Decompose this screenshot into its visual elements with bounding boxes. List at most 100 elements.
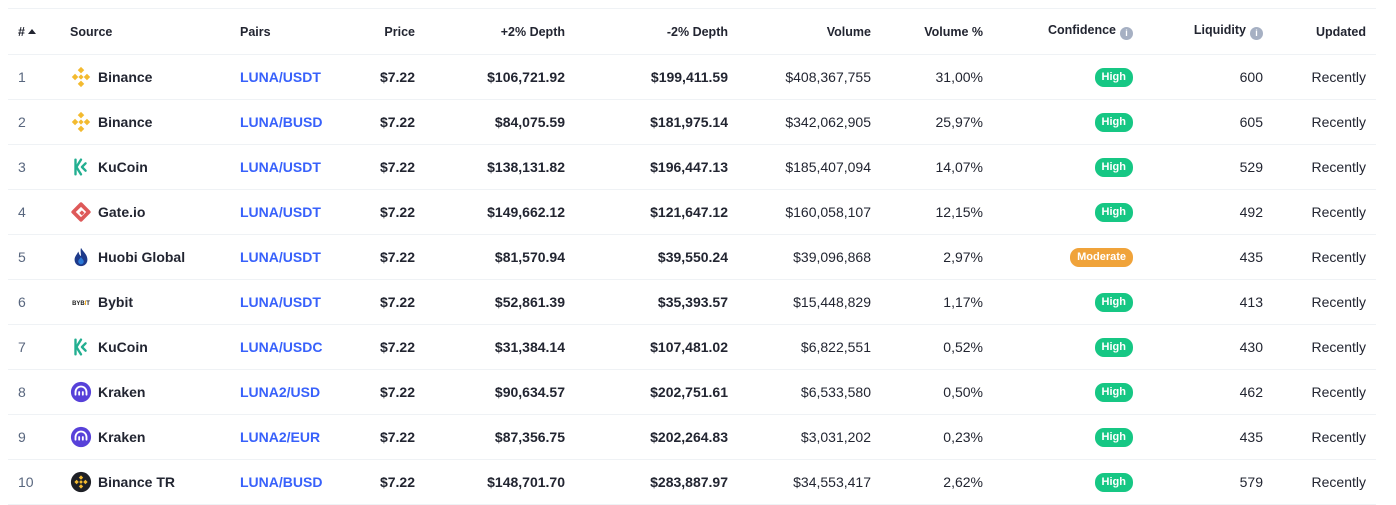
confidence-badge[interactable]: Moderate — [1070, 248, 1133, 267]
header-volume[interactable]: Volume — [738, 8, 881, 55]
source-cell[interactable]: Binance TR — [60, 459, 230, 505]
depth-minus-cell: $199,411.59 — [575, 54, 738, 100]
pair-link[interactable]: LUNA/USDT — [240, 159, 321, 175]
bybit-logo-icon: BYBIT — [70, 291, 92, 313]
source-cell[interactable]: KuCoin — [60, 324, 230, 370]
header-source[interactable]: Source — [60, 8, 230, 55]
huobi-logo-icon — [70, 246, 92, 268]
source-name[interactable]: Binance TR — [98, 474, 176, 490]
info-icon[interactable]: i — [1250, 27, 1263, 40]
confidence-badge[interactable]: High — [1094, 428, 1133, 447]
source-name[interactable]: Kraken — [98, 384, 146, 400]
confidence-badge[interactable]: High — [1094, 473, 1133, 492]
pair-link[interactable]: LUNA/USDT — [240, 69, 321, 85]
pair-link[interactable]: LUNA/USDC — [240, 339, 323, 355]
confidence-badge[interactable]: High — [1094, 383, 1133, 402]
pair-cell[interactable]: LUNA/USDT — [230, 279, 340, 325]
header-confidence[interactable]: Confidence i — [993, 8, 1143, 55]
source-cell[interactable]: BYBIT Bybit — [60, 279, 230, 325]
rank-cell: 3 — [8, 144, 60, 190]
table-row[interactable]: 7 KuCoin LUNA/USDC $7.22 $31,384.14 $107,481.… — [8, 324, 1376, 370]
pair-cell[interactable]: LUNA/BUSD — [230, 459, 340, 505]
depth-plus-cell: $84,075.59 — [425, 99, 575, 145]
table-row[interactable]: 4 Gate.io LUNA/USDT $7.22 $149,662.12 $121,64… — [8, 189, 1376, 235]
pair-cell[interactable]: LUNA/USDT — [230, 189, 340, 235]
confidence-cell: High — [993, 54, 1143, 100]
header-depth-minus[interactable]: -2% Depth — [575, 8, 738, 55]
confidence-badge[interactable]: High — [1094, 158, 1133, 177]
header-updated[interactable]: Updated — [1273, 8, 1376, 55]
volume-cell: $3,031,202 — [738, 414, 881, 460]
volume-pct-cell: 31,00% — [881, 54, 993, 100]
source-cell[interactable]: Binance — [60, 99, 230, 145]
header-liquidity[interactable]: Liquidity i — [1143, 8, 1273, 55]
source-cell[interactable]: KuCoin — [60, 144, 230, 190]
rank-cell: 9 — [8, 414, 60, 460]
source-name[interactable]: Gate.io — [98, 204, 146, 220]
depth-plus-cell: $149,662.12 — [425, 189, 575, 235]
source-name[interactable]: Bybit — [98, 294, 133, 310]
volume-cell: $6,533,580 — [738, 369, 881, 415]
source-name[interactable]: Binance — [98, 69, 153, 85]
volume-cell: $34,553,417 — [738, 459, 881, 505]
table-row[interactable]: 3 KuCoin LUNA/USDT $7.22 $138,131.82 $196,447… — [8, 144, 1376, 190]
pair-cell[interactable]: LUNA/BUSD — [230, 99, 340, 145]
price-cell: $7.22 — [340, 459, 425, 505]
price-cell: $7.22 — [340, 234, 425, 280]
source-cell[interactable]: Gate.io — [60, 189, 230, 235]
header-price[interactable]: Price — [340, 8, 425, 55]
price-cell: $7.22 — [340, 189, 425, 235]
source-cell[interactable]: Kraken — [60, 369, 230, 415]
header-rank[interactable]: # — [8, 8, 60, 55]
source-name[interactable]: KuCoin — [98, 339, 148, 355]
updated-cell: Recently — [1273, 279, 1376, 325]
table-row[interactable]: 9 Kraken LUNA2/EUR $7.22 $87,356.75 $202,264.… — [8, 414, 1376, 460]
confidence-badge[interactable]: High — [1094, 68, 1133, 87]
pair-cell[interactable]: LUNA2/USD — [230, 369, 340, 415]
pair-cell[interactable]: LUNA/USDT — [230, 144, 340, 190]
source-cell[interactable]: Kraken — [60, 414, 230, 460]
pair-cell[interactable]: LUNA/USDT — [230, 234, 340, 280]
source-name[interactable]: Binance — [98, 114, 153, 130]
pair-link[interactable]: LUNA/USDT — [240, 294, 321, 310]
pair-link[interactable]: LUNA2/EUR — [240, 429, 321, 445]
pair-link[interactable]: LUNA/USDT — [240, 204, 321, 220]
rank-cell: 6 — [8, 279, 60, 325]
pair-link[interactable]: LUNA/BUSD — [240, 474, 323, 490]
pair-link[interactable]: LUNA2/USD — [240, 384, 321, 400]
confidence-badge[interactable]: High — [1094, 293, 1133, 312]
table-row[interactable]: 5 Huobi Global LUNA/USDT $7.22 $81,570.94 $39… — [8, 234, 1376, 280]
table-row[interactable]: 6 BYBIT Bybit LUNA/USDT $7.22 $52,861.39 $35,3… — [8, 279, 1376, 325]
header-depth-plus[interactable]: +2% Depth — [425, 8, 575, 55]
table-row[interactable]: 2 Binance LUNA/BUSD $7.22 $84,075.59 $181,975… — [8, 99, 1376, 145]
source-name[interactable]: Huobi Global — [98, 249, 186, 265]
pair-cell[interactable]: LUNA/USDT — [230, 54, 340, 100]
pair-link[interactable]: LUNA/USDT — [240, 249, 321, 265]
source-name[interactable]: KuCoin — [98, 159, 148, 175]
header-pairs[interactable]: Pairs — [230, 8, 340, 55]
pair-cell[interactable]: LUNA/USDC — [230, 324, 340, 370]
source-cell[interactable]: Binance — [60, 54, 230, 100]
liquidity-cell: 462 — [1143, 369, 1273, 415]
volume-pct-cell: 12,15% — [881, 189, 993, 235]
confidence-badge[interactable]: High — [1094, 338, 1133, 357]
table-row[interactable]: 1 Binance LUNA/USDT $7.22 $106,721.92 $199,41… — [8, 54, 1376, 100]
table-row[interactable]: 8 Kraken LUNA2/USD $7.22 $90,634.57 $202,751.… — [8, 369, 1376, 415]
depth-minus-cell: $107,481.02 — [575, 324, 738, 370]
rank-cell: 1 — [8, 54, 60, 100]
source-name[interactable]: Kraken — [98, 429, 146, 445]
rank-cell: 7 — [8, 324, 60, 370]
source-cell[interactable]: Huobi Global — [60, 234, 230, 280]
updated-cell: Recently — [1273, 54, 1376, 100]
depth-plus-cell: $106,721.92 — [425, 54, 575, 100]
confidence-badge[interactable]: High — [1094, 113, 1133, 132]
pair-link[interactable]: LUNA/BUSD — [240, 114, 323, 130]
confidence-cell: High — [993, 279, 1143, 325]
confidence-cell: High — [993, 414, 1143, 460]
header-volume-pct[interactable]: Volume % — [881, 8, 993, 55]
confidence-badge[interactable]: High — [1094, 203, 1133, 222]
gateio-logo-icon — [70, 201, 92, 223]
pair-cell[interactable]: LUNA2/EUR — [230, 414, 340, 460]
table-row[interactable]: 10 Binance TR LUNA/BUSD $7.22 $148,701.70 $28… — [8, 459, 1376, 505]
info-icon[interactable]: i — [1120, 27, 1133, 40]
